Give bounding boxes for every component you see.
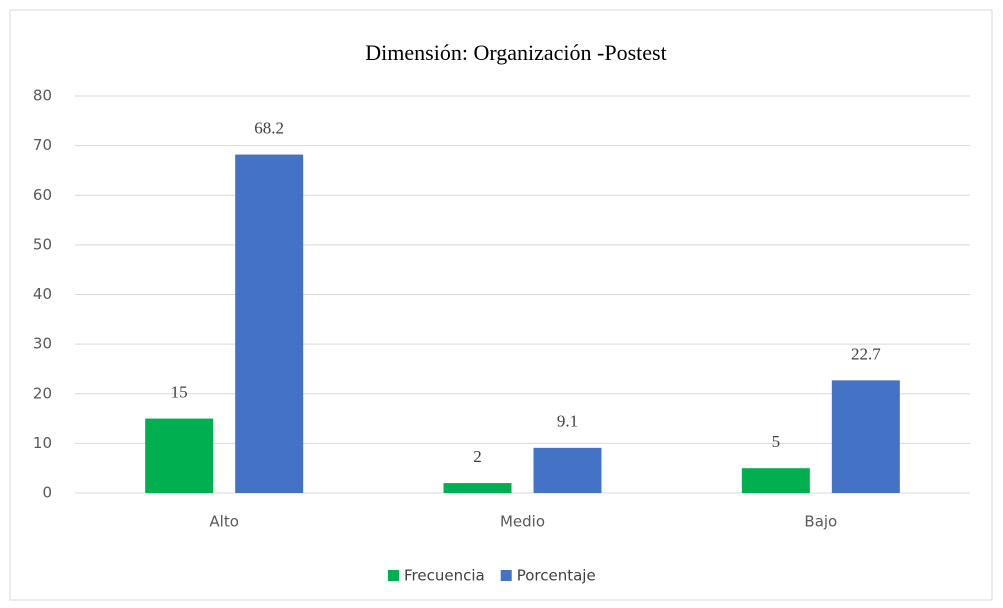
legend-swatch [388, 570, 399, 581]
bar [235, 154, 304, 493]
bar [741, 468, 810, 493]
legend-swatch [500, 570, 512, 581]
chart-frame [9, 9, 993, 601]
legend-label: Porcentaje [517, 567, 596, 585]
value-label: 68.2 [254, 118, 284, 137]
y-tick-label: 40 [33, 285, 52, 303]
x-tick-label: Medio [500, 513, 545, 531]
bar [443, 483, 512, 493]
y-tick-label: 10 [33, 434, 52, 452]
bar [145, 418, 214, 493]
chart-title: Dimensión: Organización -Postest [365, 40, 666, 65]
y-tick-label: 0 [42, 484, 52, 502]
bar [831, 380, 900, 493]
y-tick-label: 70 [33, 136, 52, 154]
value-label: 2 [473, 447, 482, 466]
x-tick-label: Bajo [804, 513, 837, 531]
value-label: 9.1 [557, 412, 578, 431]
x-tick-label: Alto [209, 513, 239, 531]
value-label: 22.7 [851, 344, 881, 363]
y-tick-label: 80 [33, 87, 52, 105]
value-label: 15 [171, 382, 188, 401]
y-tick-label: 20 [33, 384, 52, 402]
y-tick-label: 60 [33, 186, 52, 204]
value-label: 5 [772, 432, 781, 451]
legend-label: Frecuencia [404, 567, 485, 585]
bar [533, 447, 602, 493]
y-tick-label: 30 [33, 335, 52, 353]
y-tick-label: 50 [33, 235, 52, 253]
